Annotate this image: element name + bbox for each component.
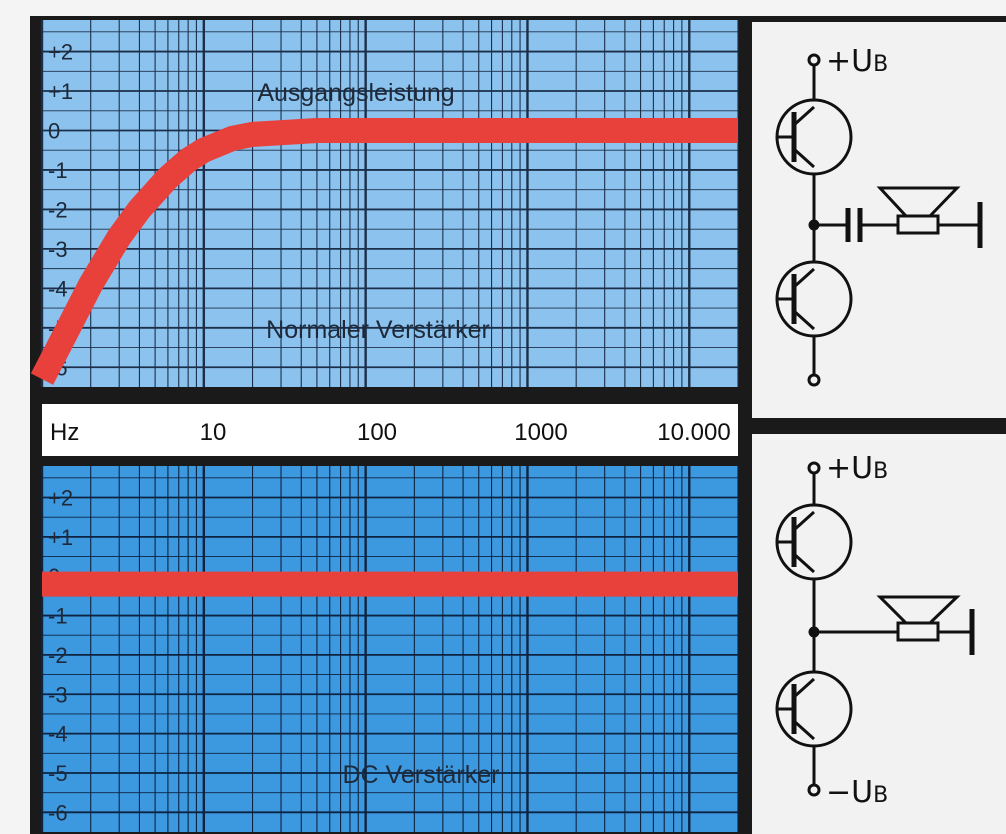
- schematic-bottom: [775, 461, 975, 797]
- y-tick-label: -4: [48, 276, 68, 301]
- supply-label-subscript: B: [873, 52, 888, 77]
- supply-label-plus-bottom: +UB: [826, 451, 888, 486]
- terminal-plus-bottom: [807, 461, 821, 475]
- y-tick-label: -3: [48, 237, 68, 262]
- supply-label-subscript: B: [873, 783, 888, 808]
- y-tick-label: +2: [48, 40, 73, 65]
- grid-top: [40, 20, 739, 387]
- x-tick-label: 1000: [514, 419, 567, 446]
- y-tick-label: -1: [48, 604, 68, 629]
- y-tick-label: +1: [48, 79, 73, 104]
- supply-label-minus-bottom: −UB: [826, 775, 888, 810]
- y-tick-label: -2: [48, 643, 68, 668]
- y-tick-label: +1: [48, 525, 73, 550]
- supply-label-plus-top: +UB: [826, 44, 888, 79]
- x-tick-label: 10: [200, 419, 227, 446]
- y-tick-label: -3: [48, 682, 68, 707]
- y-tick-labels-bottom: +2+10-1-2-3-4-5-6: [48, 485, 73, 825]
- schematic-top: [775, 53, 983, 387]
- frequency-axis-band: [42, 404, 738, 456]
- terminal-plus-top: [807, 53, 821, 67]
- supply-label-text: +U: [826, 44, 873, 79]
- terminal-minus-bottom: [807, 783, 821, 797]
- schematic-panel-bottom: [752, 434, 1006, 834]
- y-tick-label: 0: [48, 118, 60, 143]
- y-tick-label: -4: [48, 722, 68, 747]
- schematic-panel-top: [752, 22, 1006, 418]
- y-tick-label: +2: [48, 485, 73, 510]
- plot-area-bottom: [42, 466, 738, 832]
- supply-label-subscript: B: [873, 459, 888, 484]
- x-tick-label: Hz: [50, 419, 79, 446]
- transistor-lower-top: [775, 260, 853, 338]
- supply-label-text: −U: [826, 775, 873, 810]
- y-tick-label: -2: [48, 197, 68, 222]
- grid-bottom: [40, 466, 739, 832]
- series-line-top: [30, 118, 738, 385]
- capacitor-icon: [845, 208, 863, 242]
- terminal-bottom-top: [807, 373, 821, 387]
- x-tick-label: 10.000: [657, 419, 730, 446]
- supply-label-text: +U: [826, 451, 873, 486]
- x-tick-label: 100: [357, 419, 397, 446]
- y-tick-label: -1: [48, 158, 68, 183]
- annotation-dc-amplifier: DC Verstärker: [343, 761, 500, 789]
- y-tick-label: -5: [48, 761, 68, 786]
- annotation-normal-amplifier: Normaler Verstärker: [266, 316, 490, 344]
- annotation-output-power: Ausgangsleistung: [257, 79, 454, 107]
- y-tick-label: -6: [48, 800, 68, 825]
